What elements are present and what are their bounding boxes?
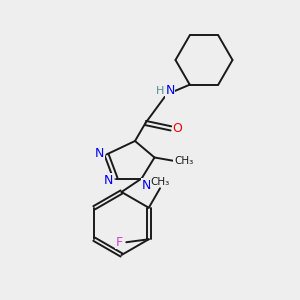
Text: N: N — [95, 146, 105, 160]
Text: N: N — [104, 173, 114, 187]
Text: F: F — [116, 236, 123, 249]
Text: H: H — [156, 86, 164, 96]
Text: N: N — [141, 178, 151, 192]
Text: CH₃: CH₃ — [174, 156, 193, 167]
Text: N: N — [165, 84, 175, 98]
Text: CH₃: CH₃ — [150, 177, 170, 187]
Text: O: O — [173, 122, 182, 135]
